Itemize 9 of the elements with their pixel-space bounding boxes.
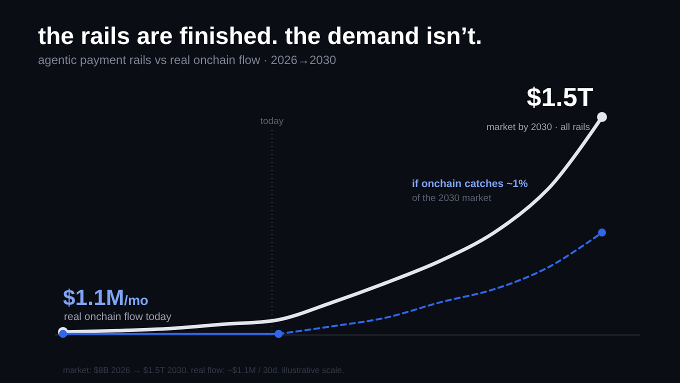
annotation: market by 2030 · all rails xyxy=(486,122,590,133)
annotation: $1.1M/mo xyxy=(63,285,148,310)
chart-subtitle: agentic payment rails vs real onchain flow · 2026→2030 xyxy=(38,53,336,67)
annotation: today xyxy=(260,116,284,127)
annotation: real onchain flow today xyxy=(64,311,172,323)
annotation: of the 2030 market xyxy=(412,193,492,204)
chart-title: the rails are finished. the demand isn’t. xyxy=(38,23,482,50)
text: $1.5T xyxy=(526,82,594,112)
annotation: if onchain catches ~1% xyxy=(412,178,528,190)
